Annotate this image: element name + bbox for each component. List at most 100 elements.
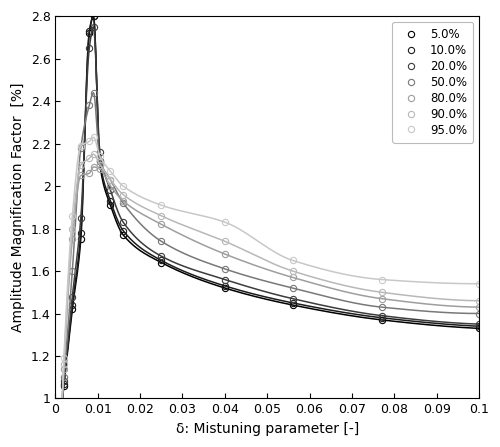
Line: 95.0%: 95.0%	[60, 134, 482, 361]
80.0%	[290, 275, 296, 280]
50.0%	[158, 239, 164, 244]
80.0%	[78, 173, 84, 178]
20.0%	[86, 45, 92, 51]
95.0%	[70, 213, 75, 219]
80.0%	[86, 171, 92, 176]
20.0%	[97, 149, 103, 155]
80.0%	[158, 222, 164, 227]
80.0%	[378, 296, 384, 301]
50.0%	[476, 311, 482, 316]
95.0%	[290, 258, 296, 263]
95.0%	[86, 139, 92, 144]
10.0%	[78, 230, 84, 236]
20.0%	[78, 215, 84, 221]
50.0%	[222, 266, 228, 272]
5.0%	[70, 307, 75, 312]
10.0%	[222, 283, 228, 289]
5.0%	[78, 236, 84, 242]
90.0%	[120, 192, 126, 197]
20.0%	[70, 294, 75, 299]
20.0%	[108, 188, 114, 193]
10.0%	[476, 324, 482, 329]
20.0%	[120, 219, 126, 225]
5.0%	[290, 302, 296, 308]
50.0%	[97, 158, 103, 163]
10.0%	[378, 315, 384, 320]
50.0%	[86, 103, 92, 108]
Line: 80.0%: 80.0%	[60, 164, 482, 372]
20.0%	[476, 321, 482, 327]
80.0%	[108, 183, 114, 189]
80.0%	[70, 236, 75, 242]
Line: 5.0%: 5.0%	[60, 13, 482, 389]
Line: 20.0%: 20.0%	[60, 24, 482, 384]
Y-axis label: Amplitude Magnification Factor  [%]: Amplitude Magnification Factor [%]	[11, 83, 25, 332]
90.0%	[290, 268, 296, 274]
80.0%	[97, 166, 103, 172]
10.0%	[108, 198, 114, 203]
10.0%	[90, 13, 96, 19]
5.0%	[222, 285, 228, 291]
10.0%	[97, 158, 103, 163]
10.0%	[120, 228, 126, 233]
20.0%	[290, 296, 296, 301]
80.0%	[476, 304, 482, 310]
5.0%	[108, 202, 114, 208]
5.0%	[97, 162, 103, 168]
90.0%	[97, 162, 103, 168]
5.0%	[90, 13, 96, 19]
5.0%	[120, 232, 126, 238]
5.0%	[158, 260, 164, 265]
20.0%	[222, 277, 228, 282]
95.0%	[378, 277, 384, 282]
10.0%	[70, 302, 75, 308]
50.0%	[78, 145, 84, 151]
90.0%	[78, 162, 84, 168]
50.0%	[90, 90, 96, 95]
80.0%	[120, 198, 126, 203]
10.0%	[61, 381, 67, 386]
50.0%	[290, 285, 296, 291]
50.0%	[378, 304, 384, 310]
X-axis label: δ: Mistuning parameter [-]: δ: Mistuning parameter [-]	[176, 422, 359, 436]
90.0%	[476, 298, 482, 304]
90.0%	[90, 152, 96, 157]
10.0%	[158, 258, 164, 263]
95.0%	[90, 135, 96, 140]
95.0%	[78, 143, 84, 148]
50.0%	[120, 200, 126, 206]
90.0%	[158, 213, 164, 219]
95.0%	[108, 169, 114, 174]
95.0%	[61, 355, 67, 361]
90.0%	[222, 239, 228, 244]
20.0%	[61, 379, 67, 384]
95.0%	[476, 281, 482, 287]
90.0%	[70, 226, 75, 231]
10.0%	[86, 28, 92, 34]
50.0%	[70, 268, 75, 274]
20.0%	[158, 253, 164, 259]
80.0%	[61, 366, 67, 371]
95.0%	[97, 154, 103, 159]
95.0%	[158, 202, 164, 208]
95.0%	[120, 183, 126, 189]
5.0%	[86, 30, 92, 36]
5.0%	[476, 326, 482, 331]
5.0%	[61, 383, 67, 388]
20.0%	[378, 313, 384, 318]
Line: 50.0%: 50.0%	[60, 89, 482, 380]
50.0%	[108, 177, 114, 182]
90.0%	[86, 156, 92, 161]
50.0%	[61, 375, 67, 380]
80.0%	[222, 251, 228, 257]
10.0%	[290, 300, 296, 306]
20.0%	[90, 24, 96, 30]
90.0%	[61, 362, 67, 367]
Line: 10.0%: 10.0%	[60, 13, 482, 387]
90.0%	[108, 177, 114, 182]
Line: 90.0%: 90.0%	[60, 151, 482, 367]
5.0%	[378, 317, 384, 323]
Legend: 5.0%, 10.0%, 20.0%, 50.0%, 80.0%, 90.0%, 95.0%: 5.0%, 10.0%, 20.0%, 50.0%, 80.0%, 90.0%,…	[392, 22, 473, 143]
80.0%	[90, 164, 96, 169]
90.0%	[378, 290, 384, 295]
